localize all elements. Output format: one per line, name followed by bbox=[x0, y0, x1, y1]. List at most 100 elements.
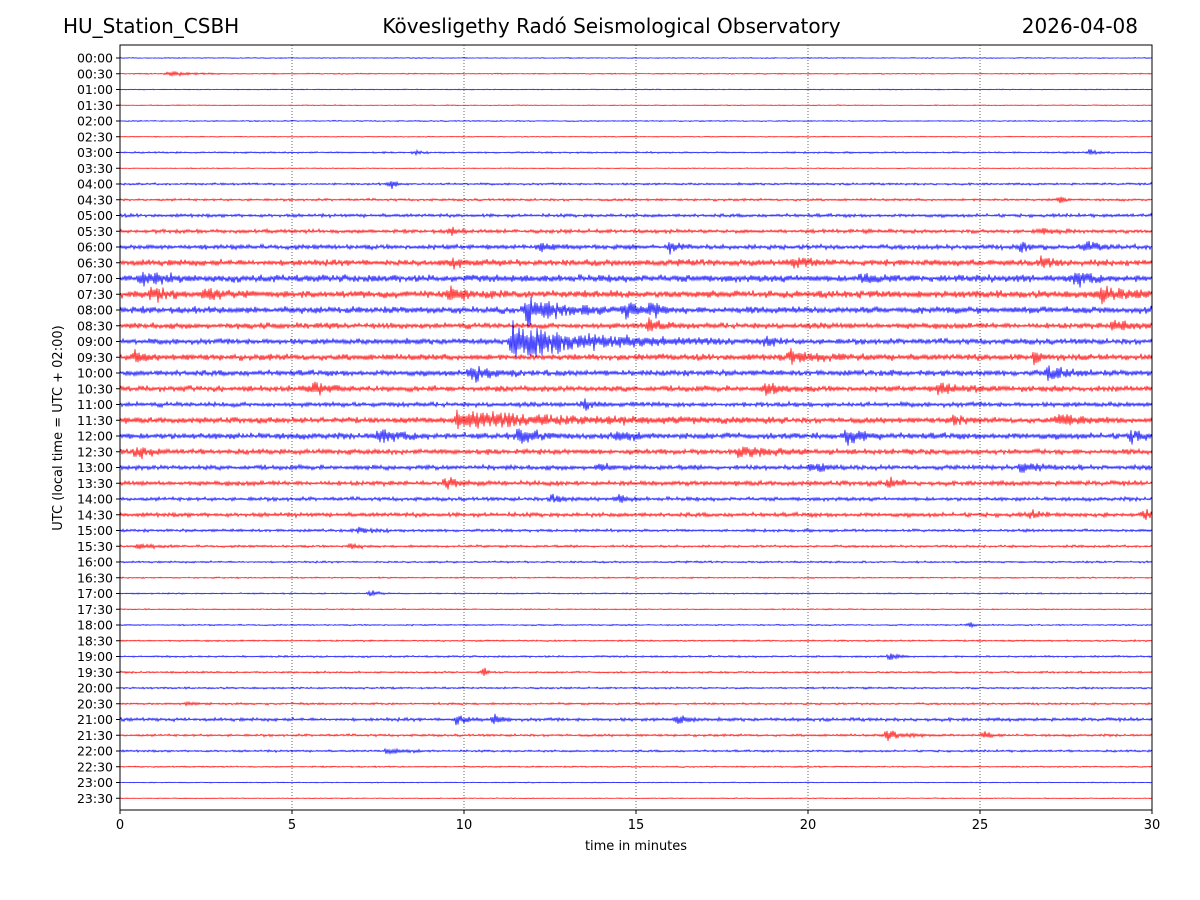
trace-1630 bbox=[119, 576, 1153, 580]
y-tick-label: 00:00 bbox=[77, 51, 113, 66]
y-tick-label: 02:30 bbox=[77, 129, 113, 144]
trace-0300 bbox=[119, 148, 1153, 157]
x-axis-label: time in minutes bbox=[585, 839, 687, 854]
y-axis: 00:0000:3001:0001:3002:0002:3003:0003:30… bbox=[77, 51, 120, 806]
y-tick-label: 13:00 bbox=[77, 460, 113, 475]
trace-0900 bbox=[119, 320, 1153, 358]
y-tick-label: 23:00 bbox=[77, 775, 113, 790]
trace-1430 bbox=[119, 509, 1153, 520]
record-date: 2026-04-08 bbox=[1021, 14, 1138, 38]
station-name: HU_Station_CSBH bbox=[63, 14, 240, 38]
trace-2230 bbox=[119, 765, 1153, 769]
y-tick-label: 02:00 bbox=[77, 114, 113, 129]
trace-1530 bbox=[119, 542, 1153, 550]
trace-1030 bbox=[119, 381, 1153, 396]
trace-2200 bbox=[119, 747, 1153, 756]
y-tick-label: 10:30 bbox=[77, 381, 113, 396]
y-tick-label: 17:00 bbox=[77, 586, 113, 601]
trace-1100 bbox=[119, 398, 1153, 411]
trace-1500 bbox=[119, 526, 1153, 534]
y-tick-label: 16:00 bbox=[77, 555, 113, 570]
trace-1200 bbox=[119, 428, 1153, 446]
trace-0530 bbox=[119, 226, 1153, 236]
x-tick-label: 25 bbox=[972, 818, 989, 833]
trace-1130 bbox=[119, 409, 1153, 430]
y-tick-label: 08:00 bbox=[77, 303, 113, 318]
y-tick-label: 21:30 bbox=[77, 728, 113, 743]
trace-0830 bbox=[119, 317, 1153, 332]
y-tick-label: 14:00 bbox=[77, 492, 113, 507]
trace-1230 bbox=[119, 446, 1153, 460]
y-tick-label: 00:30 bbox=[77, 66, 113, 81]
trace-0000 bbox=[119, 56, 1153, 60]
trace-1930 bbox=[119, 667, 1153, 676]
y-tick-label: 06:00 bbox=[77, 240, 113, 255]
trace-0930 bbox=[119, 348, 1153, 366]
trace-2100 bbox=[119, 713, 1153, 726]
y-tick-label: 13:30 bbox=[77, 476, 113, 491]
trace-1900 bbox=[119, 653, 1153, 661]
y-tick-label: 05:00 bbox=[77, 208, 113, 223]
trace-0100 bbox=[119, 88, 1153, 91]
trace-2000 bbox=[119, 686, 1153, 690]
y-tick-label: 06:30 bbox=[77, 255, 113, 270]
y-tick-label: 05:30 bbox=[77, 224, 113, 239]
trace-1800 bbox=[119, 622, 1153, 629]
y-tick-label: 20:00 bbox=[77, 681, 113, 696]
y-tick-label: 12:00 bbox=[77, 429, 113, 444]
trace-0230 bbox=[119, 135, 1153, 138]
trace-1700 bbox=[119, 590, 1153, 597]
trace-0130 bbox=[119, 104, 1153, 107]
trace-2130 bbox=[119, 730, 1153, 742]
y-tick-label: 04:30 bbox=[77, 192, 113, 207]
y-tick-label: 12:30 bbox=[77, 444, 113, 459]
y-tick-label: 22:00 bbox=[77, 744, 113, 759]
y-tick-label: 19:30 bbox=[77, 665, 113, 680]
trace-1730 bbox=[119, 608, 1153, 611]
trace-0700 bbox=[119, 271, 1153, 288]
y-tick-label: 03:30 bbox=[77, 161, 113, 176]
y-tick-label: 09:00 bbox=[77, 334, 113, 349]
y-tick-label: 18:00 bbox=[77, 618, 113, 633]
y-tick-label: 14:30 bbox=[77, 507, 113, 522]
trace-2330 bbox=[119, 797, 1153, 800]
y-tick-label: 01:30 bbox=[77, 98, 113, 113]
x-tick-label: 30 bbox=[1144, 818, 1161, 833]
trace-1300 bbox=[119, 462, 1153, 473]
y-tick-label: 11:00 bbox=[77, 397, 113, 412]
trace-1830 bbox=[119, 639, 1153, 643]
y-tick-label: 10:00 bbox=[77, 366, 113, 381]
trace-0430 bbox=[119, 196, 1153, 204]
trace-0630 bbox=[119, 255, 1153, 270]
trace-2030 bbox=[119, 700, 1153, 707]
y-tick-label: 07:30 bbox=[77, 287, 113, 302]
y-tick-label: 21:00 bbox=[77, 712, 113, 727]
x-axis: 0 5 10 15 20 25 30 bbox=[116, 810, 1160, 833]
y-tick-label: 17:30 bbox=[77, 602, 113, 617]
x-tick-label: 10 bbox=[456, 818, 473, 833]
y-tick-label: 16:30 bbox=[77, 570, 113, 585]
y-tick-label: 03:00 bbox=[77, 145, 113, 160]
y-tick-label: 01:00 bbox=[77, 82, 113, 97]
trace-0030 bbox=[119, 70, 1153, 77]
trace-0730 bbox=[119, 285, 1153, 305]
y-tick-label: 15:00 bbox=[77, 523, 113, 538]
y-tick-label: 22:30 bbox=[77, 759, 113, 774]
trace-0400 bbox=[119, 180, 1153, 190]
y-tick-label: 07:00 bbox=[77, 271, 113, 286]
y-tick-label: 08:30 bbox=[77, 318, 113, 333]
trace-0800 bbox=[119, 296, 1153, 328]
y-tick-label: 19:00 bbox=[77, 649, 113, 664]
y-tick-label: 09:30 bbox=[77, 350, 113, 365]
trace-0600 bbox=[119, 240, 1153, 255]
y-tick-label: 23:30 bbox=[77, 791, 113, 806]
y-axis-label: UTC (local time = UTC + 02:00) bbox=[51, 325, 66, 530]
y-tick-label: 18:30 bbox=[77, 633, 113, 648]
x-tick-label: 20 bbox=[800, 818, 817, 833]
y-tick-label: 20:30 bbox=[77, 696, 113, 711]
y-tick-label: 15:30 bbox=[77, 539, 113, 554]
trace-0200 bbox=[119, 119, 1153, 123]
trace-0330 bbox=[119, 167, 1153, 170]
x-tick-label: 0 bbox=[116, 818, 124, 833]
x-tick-label: 15 bbox=[628, 818, 645, 833]
